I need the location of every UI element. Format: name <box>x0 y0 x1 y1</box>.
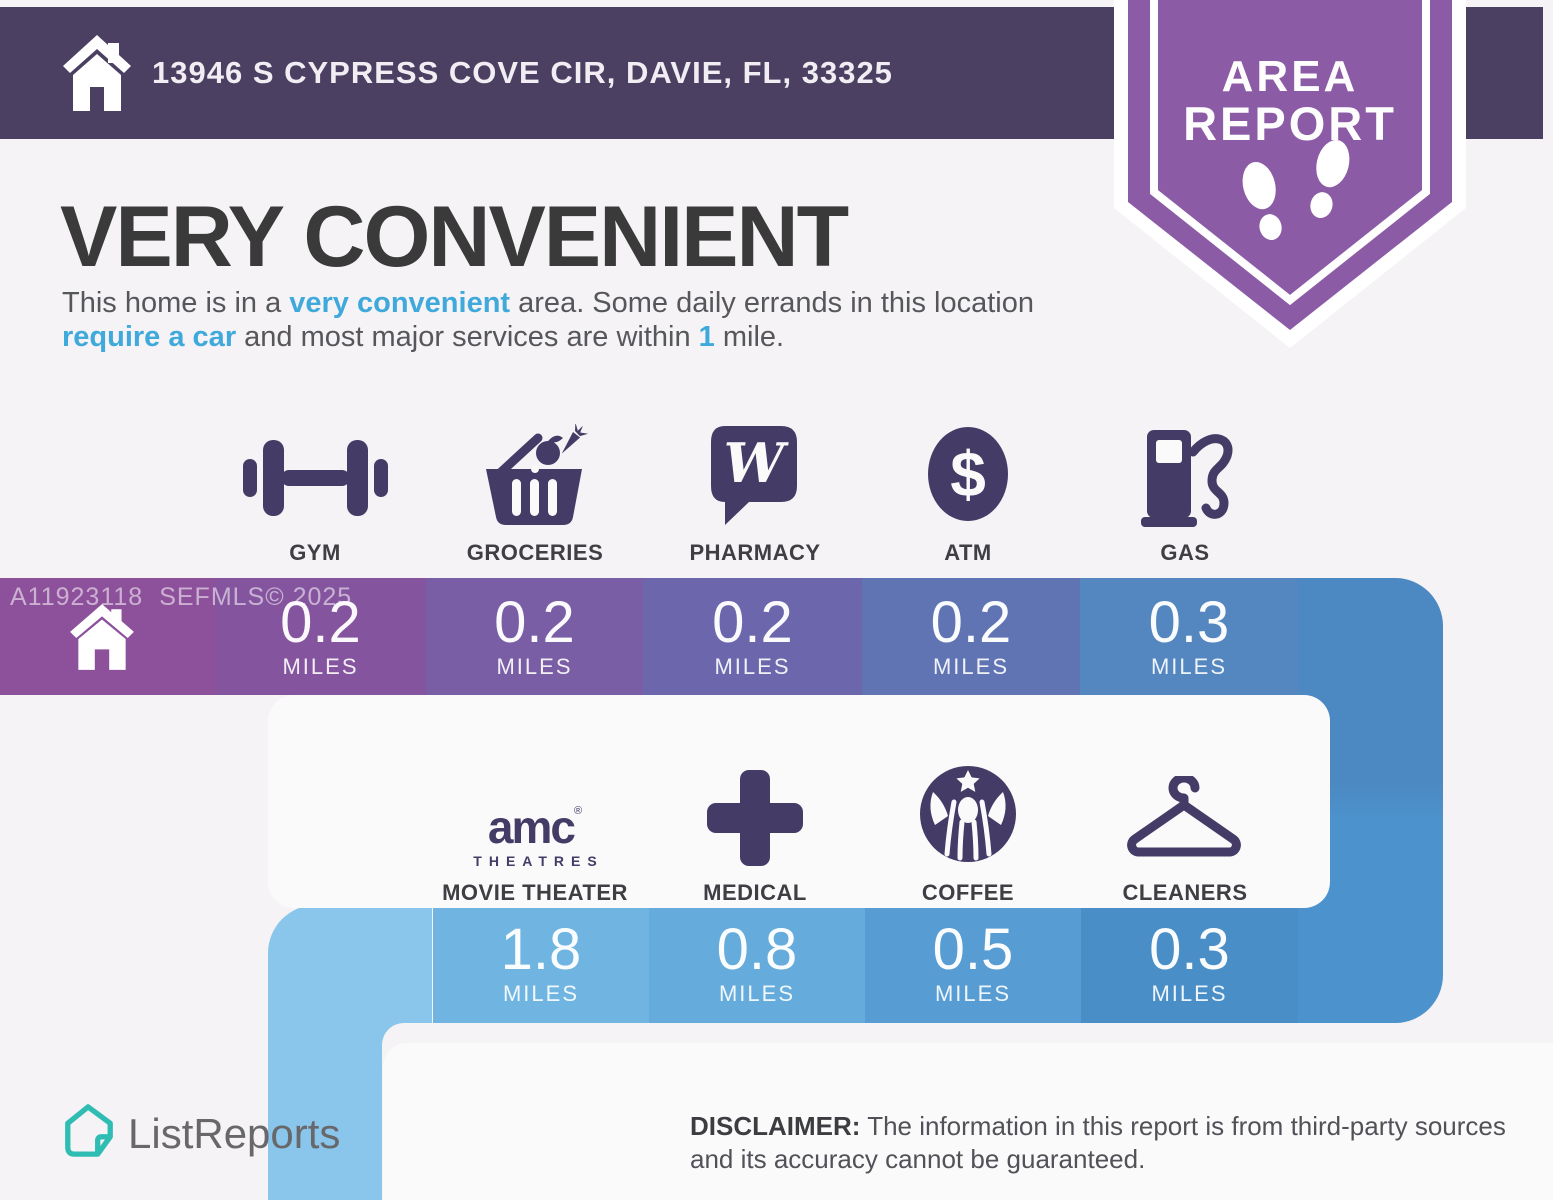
svg-text:$: $ <box>950 438 986 510</box>
mls-watermark: A11923118 SEFMLS© 2025 <box>10 583 352 612</box>
poi-label: MEDICAL <box>703 880 807 905</box>
mls-brand: SEFMLS© 2025 <box>159 583 353 611</box>
area-report-badge: AREA REPORT <box>1114 0 1466 352</box>
badge-line2: REPORT <box>1183 97 1397 150</box>
route-segment-home <box>0 578 215 695</box>
highlight-one-mile: 1 <box>698 321 715 353</box>
page-title: VERY CONVENIENT <box>60 189 849 285</box>
poi-movie-theater: amc ® THEATRES MOVIE THEATER <box>425 742 645 906</box>
distance-medical: 0.8 MILES <box>649 905 865 1023</box>
poi-label: GAS <box>1160 540 1210 565</box>
poi-label: ATM <box>944 540 992 565</box>
route-home-icon <box>66 604 138 675</box>
distance-movie-theater: 1.8 MILES <box>433 905 649 1023</box>
gas-pump-icon <box>1075 402 1295 528</box>
starbucks-logo <box>858 742 1078 868</box>
mls-id: A11923118 <box>10 583 144 611</box>
description: This home is in a very convenient area. … <box>62 287 1034 353</box>
poi-atm: $ ATM <box>858 402 1078 566</box>
poi-panel <box>268 695 1330 908</box>
poi-pharmacy: W PHARMACY <box>645 402 865 566</box>
poi-cleaners: CLEANERS <box>1075 742 1295 906</box>
distance-coffee: 0.5 MILES <box>865 905 1081 1023</box>
medical-cross-icon <box>645 742 865 868</box>
poi-label: PHARMACY <box>689 540 821 565</box>
badge-inner-stroke <box>1150 0 1430 306</box>
poi-gas: GAS <box>1075 402 1295 566</box>
atm-dollar-icon: $ <box>858 402 1078 528</box>
home-icon <box>62 33 132 118</box>
gym-icon <box>205 402 425 528</box>
svg-text:W: W <box>724 431 790 495</box>
poi-label: COFFEE <box>921 880 1015 905</box>
walgreens-pharmacy-icon: W <box>645 402 865 528</box>
groceries-icon <box>425 402 645 528</box>
property-address: 13946 S CYPRESS COVE CIR, DAVIE, FL, 333… <box>152 55 893 90</box>
hanger-icon <box>1075 742 1295 868</box>
listreports-logo: ListReports <box>62 1102 340 1165</box>
listreports-wordmark: ListReports <box>128 1109 341 1157</box>
badge-line1: AREA <box>1222 52 1359 101</box>
disclaimer-label: DISCLAIMER: <box>690 1111 861 1141</box>
listreports-house-icon <box>62 1102 116 1165</box>
highlight-very-convenient: very convenient <box>289 287 511 319</box>
poi-label: MOVIE THEATER <box>442 880 628 905</box>
poi-label: GYM <box>289 540 341 565</box>
distance-atm: 0.2 MILES <box>862 578 1080 695</box>
disclaimer: DISCLAIMER: The information in this repo… <box>690 1111 1506 1174</box>
poi-groceries: GROCERIES <box>425 402 645 566</box>
distance-groceries: 0.2 MILES <box>426 578 643 695</box>
poi-label: CLEANERS <box>1122 880 1248 905</box>
distance-gym: 0.2 MILES <box>215 578 426 695</box>
poi-coffee: COFFEE <box>858 742 1078 906</box>
distance-gas: 0.3 MILES <box>1080 578 1298 695</box>
amc-theatres-logo: amc ® THEATRES <box>473 801 604 869</box>
highlight-require-a-car: require a car <box>62 321 237 353</box>
badge-shape <box>1128 0 1452 330</box>
footer-panel <box>383 1043 1553 1200</box>
footprints-icon <box>1242 139 1350 240</box>
poi-medical: MEDICAL <box>645 742 865 906</box>
distance-cleaners: 0.3 MILES <box>1081 905 1298 1023</box>
poi-label: GROCERIES <box>466 540 604 565</box>
poi-gym: GYM <box>205 402 425 566</box>
distance-pharmacy: 0.2 MILES <box>643 578 862 695</box>
